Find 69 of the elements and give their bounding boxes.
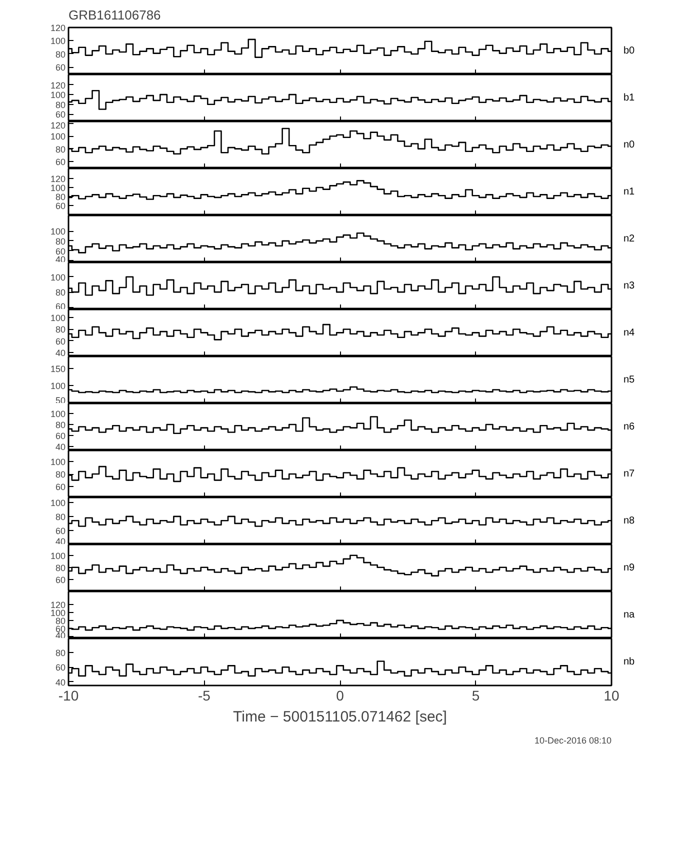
- y-tick-label: 100: [50, 608, 66, 618]
- y-tick-label: 60: [55, 246, 66, 256]
- y-tick-label: 100: [50, 182, 66, 193]
- y-tick-label: 120: [50, 23, 66, 33]
- y-tick-label: 100: [50, 498, 66, 508]
- y-tick-label: 120: [50, 80, 66, 90]
- chart-title: GRB161106786: [68, 8, 161, 22]
- y-tick-label: 80: [55, 420, 66, 430]
- y-tick-label: 80: [55, 616, 66, 626]
- y-tick-label: 60: [55, 662, 66, 673]
- series-label: n9: [624, 562, 636, 574]
- series-label: n3: [624, 280, 636, 292]
- y-tick-label: 80: [55, 324, 66, 335]
- x-tick-label: 5: [472, 688, 480, 704]
- y-tick-label: 80: [55, 288, 66, 298]
- y-tick-label: 60: [55, 62, 66, 73]
- y-tick-label: 80: [55, 470, 66, 480]
- x-tick-label: 10: [604, 688, 620, 704]
- y-tick-label: 60: [55, 482, 66, 492]
- y-tick-label: 100: [50, 36, 66, 46]
- series-label: n8: [624, 516, 636, 526]
- y-tick-label: 80: [55, 236, 66, 246]
- y-tick-label: 60: [55, 526, 66, 536]
- y-tick-label: 100: [50, 226, 66, 237]
- x-tick-label: -5: [198, 688, 211, 704]
- y-tick-label: 80: [55, 192, 66, 202]
- y-tick-label: 60: [55, 201, 66, 212]
- y-tick-label: 80: [55, 512, 66, 522]
- y-tick-label: 80: [55, 144, 66, 154]
- y-tick-label: 60: [55, 431, 66, 442]
- y-tick-label: 60: [55, 157, 66, 168]
- series-label: n4: [624, 328, 636, 338]
- y-tick-label: 120: [50, 600, 66, 610]
- y-tick-label: 60: [55, 336, 66, 346]
- series-label: n0: [624, 140, 636, 150]
- x-tick-label: -10: [58, 688, 79, 704]
- y-tick-label: 40: [55, 677, 66, 688]
- y-tick-label: 40: [55, 348, 66, 358]
- y-tick-label: 80: [55, 648, 66, 658]
- series-label: na: [624, 610, 636, 620]
- text: 10-Dec-2016 08:10: [534, 736, 612, 746]
- y-tick-label: 100: [50, 313, 66, 324]
- y-tick-label: 150: [50, 364, 66, 374]
- y-tick-label: 100: [50, 90, 66, 100]
- series-label: b0: [624, 46, 636, 56]
- y-tick-label: 60: [55, 624, 66, 634]
- y-tick-label: 100: [50, 381, 66, 392]
- y-tick-label: 120: [50, 174, 66, 184]
- y-tick-label: 100: [50, 132, 66, 142]
- y-tick-label: 100: [50, 408, 66, 419]
- series-label: n6: [624, 422, 636, 432]
- series-label: nb: [624, 656, 636, 668]
- y-tick-label: 60: [55, 574, 66, 585]
- y-tick-label: 100: [50, 457, 66, 468]
- series-label: b1: [624, 92, 636, 104]
- y-tick-label: 80: [55, 562, 66, 573]
- y-tick-label: 60: [55, 110, 66, 120]
- series-label: n7: [624, 468, 636, 480]
- x-axis-title: Time − 500151105.071462 [sec]: [233, 708, 447, 726]
- series-label: n1: [624, 186, 636, 198]
- y-tick-label: 100: [50, 550, 66, 561]
- x-tick-label: 0: [336, 688, 344, 704]
- y-tick-label: 80: [55, 100, 66, 110]
- series-label: n2: [624, 234, 636, 244]
- series-label: n5: [624, 374, 636, 386]
- y-tick-label: 120: [50, 120, 66, 130]
- y-tick-label: 80: [55, 49, 66, 60]
- y-tick-label: 100: [50, 272, 66, 282]
- y-tick-label: 40: [55, 442, 66, 452]
